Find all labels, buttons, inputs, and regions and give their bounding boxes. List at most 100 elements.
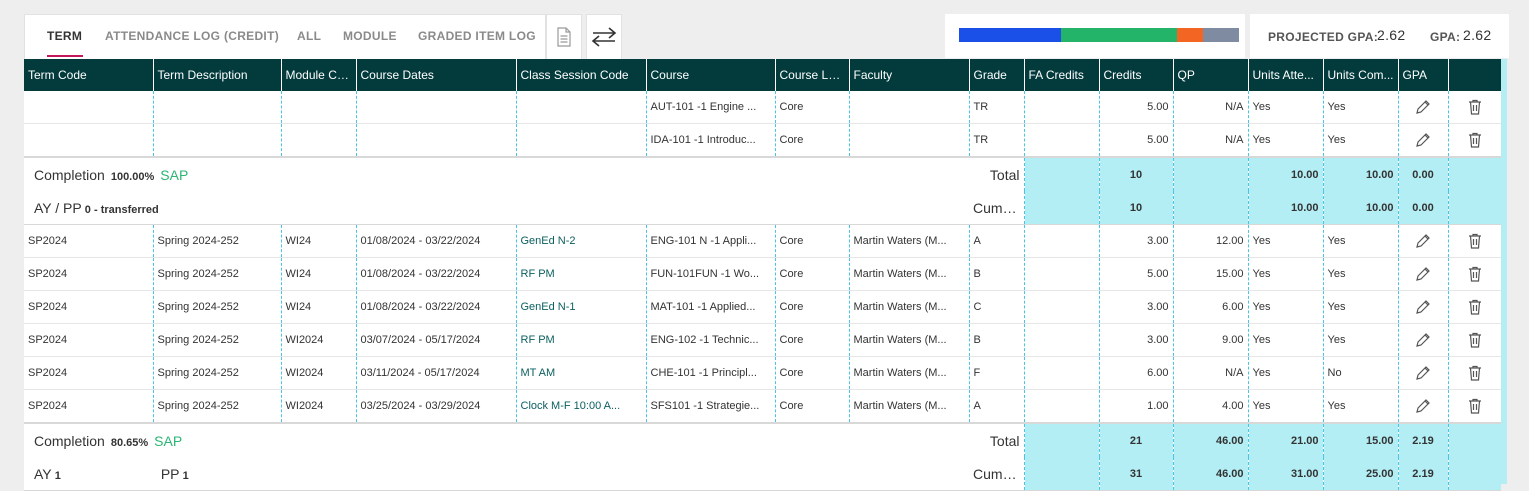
summary-info: AY 1 PP 1 xyxy=(24,457,969,491)
trash-icon xyxy=(1468,299,1481,315)
delete-button[interactable] xyxy=(1447,123,1501,158)
column-header[interactable]: QP xyxy=(1172,59,1248,91)
column-header[interactable]: FA Credits xyxy=(1023,59,1099,91)
delete-button[interactable] xyxy=(1447,290,1501,324)
pp-label: PP xyxy=(160,465,180,482)
cumulative-value: 10.00 xyxy=(1247,191,1323,225)
table-row[interactable]: SP2024 Spring 2024-252 WI2024 03/25/2024 - … xyxy=(24,389,1501,424)
table-cell: Spring 2024-252 xyxy=(152,290,281,324)
edit-button[interactable] xyxy=(1397,290,1448,324)
table-row[interactable]: AUT-101 -1 Engine ... Core TR 5.00 N/A Yes Yes xyxy=(24,91,1501,124)
column-header[interactable]: Units Atte... xyxy=(1247,59,1323,91)
table-row[interactable]: SP2024 Spring 2024-252 WI24 01/08/2024 - 03… xyxy=(24,257,1501,291)
table-cell: Spring 2024-252 xyxy=(152,257,281,291)
delete-button[interactable] xyxy=(1447,257,1501,291)
table-cell: B xyxy=(968,323,1024,357)
scroll-strip xyxy=(1501,59,1507,484)
table-cell: 5.00 xyxy=(1098,123,1173,158)
delete-button[interactable] xyxy=(1447,323,1501,357)
table-cell: FUN-101FUN -1 Wo... xyxy=(645,257,775,291)
completion-label: Completion xyxy=(34,432,105,449)
table-cell: Martin Waters (M... xyxy=(848,356,969,390)
cumulative-value: 10.00 xyxy=(1322,191,1398,225)
tab-attendance-log[interactable]: ATTENDANCE LOG (CREDIT) xyxy=(105,29,279,43)
column-header[interactable]: Credits xyxy=(1098,59,1173,91)
total-value xyxy=(1447,156,1501,191)
tab-graded-item-log[interactable]: GRADED ITEM LOG xyxy=(418,29,536,43)
table-row[interactable]: IDA-101 -1 Introduc... Core TR 5.00 N/A Yes Ye… xyxy=(24,123,1501,158)
edit-button[interactable] xyxy=(1397,389,1448,424)
table-cell: Martin Waters (M... xyxy=(848,290,969,324)
total-value: 0.00 xyxy=(1397,156,1448,191)
table-cell xyxy=(152,91,281,124)
tab-term[interactable]: TERM xyxy=(47,29,83,43)
edit-button[interactable] xyxy=(1397,123,1448,158)
completion-label: Completion xyxy=(34,166,105,183)
tab-module[interactable]: MODULE xyxy=(343,29,397,43)
gpa-panel: PROJECTED GPA: 2.62 GPA: 2.62 xyxy=(1250,14,1509,58)
column-header[interactable]: Faculty xyxy=(848,59,969,91)
column-header[interactable]: Module Co... xyxy=(280,59,356,91)
delete-button[interactable] xyxy=(1447,356,1501,390)
trash-icon xyxy=(1468,132,1481,148)
table-cell: RF PM xyxy=(515,257,646,291)
delete-button[interactable] xyxy=(1447,389,1501,424)
table-row[interactable]: SP2024 Spring 2024-252 WI24 01/08/2024 - 03… xyxy=(24,224,1501,258)
cumulative-value xyxy=(1172,191,1248,225)
table-cell: Yes xyxy=(1247,257,1323,291)
total-value: 46.00 xyxy=(1172,422,1248,457)
table-cell: ENG-101 N -1 Appli... xyxy=(645,224,775,258)
table-cell xyxy=(280,91,356,124)
table-row[interactable]: SP2024 Spring 2024-252 WI2024 03/11/2024 - … xyxy=(24,356,1501,390)
column-header[interactable]: Class Session Code xyxy=(515,59,646,91)
table-cell: F xyxy=(968,356,1024,390)
table-cell: C xyxy=(968,290,1024,324)
table-cell xyxy=(1023,257,1099,291)
table-cell: N/A xyxy=(1172,91,1248,124)
progress-segment xyxy=(1202,28,1239,42)
delete-button[interactable] xyxy=(1447,91,1501,124)
table-cell: TR xyxy=(968,91,1024,124)
table-cell: 12.00 xyxy=(1172,224,1248,258)
document-button[interactable] xyxy=(546,14,582,60)
edit-button[interactable] xyxy=(1397,91,1448,124)
term-grid: Term Code Term Description Module Co... Cou… xyxy=(24,59,1501,491)
table-cell: Martin Waters (M... xyxy=(848,389,969,424)
table-cell xyxy=(1023,91,1099,124)
column-header[interactable]: Term Code xyxy=(24,59,153,91)
edit-button[interactable] xyxy=(1397,224,1448,258)
table-cell: AUT-101 -1 Engine ... xyxy=(645,91,775,124)
edit-button[interactable] xyxy=(1397,257,1448,291)
column-header[interactable]: Grade xyxy=(968,59,1024,91)
table-cell: A xyxy=(968,389,1024,424)
edit-button[interactable] xyxy=(1397,323,1448,357)
column-header[interactable]: GPA xyxy=(1397,59,1448,91)
column-header[interactable]: Term Description xyxy=(152,59,281,91)
cumulative-value: 46.00 xyxy=(1172,457,1248,491)
table-cell: 03/25/2024 - 03/29/2024 xyxy=(355,389,516,424)
column-header[interactable]: Units Com... xyxy=(1322,59,1398,91)
credit-progress-bar xyxy=(959,28,1239,42)
total-summary-row: Completion 100.00% SAP Total 10 10.00 10.00 0.0… xyxy=(24,156,1501,191)
table-cell xyxy=(1023,323,1099,357)
tab-all[interactable]: ALL xyxy=(297,29,322,43)
column-header[interactable] xyxy=(1447,59,1501,91)
table-cell: Martin Waters (M... xyxy=(848,224,969,258)
cumulative-value xyxy=(1023,191,1099,225)
edit-button[interactable] xyxy=(1397,356,1448,390)
table-cell: WI24 xyxy=(280,224,356,258)
delete-button[interactable] xyxy=(1447,224,1501,258)
table-cell: Martin Waters (M... xyxy=(848,323,969,357)
column-header[interactable]: Course xyxy=(645,59,775,91)
table-cell xyxy=(24,91,153,124)
cumulative-value xyxy=(1023,457,1099,491)
table-cell: SP2024 xyxy=(24,323,153,357)
column-header[interactable]: Course Dates xyxy=(355,59,516,91)
cumulative-summary-row: AY / PP 0 - transferredCumulative1010.00… xyxy=(24,191,1501,225)
swap-button[interactable] xyxy=(586,14,622,60)
column-header[interactable]: Course Le... xyxy=(774,59,849,91)
table-row[interactable]: SP2024 Spring 2024-252 WI24 01/08/2024 - 03… xyxy=(24,290,1501,324)
table-cell: ENG-102 -1 Technic... xyxy=(645,323,775,357)
table-row[interactable]: SP2024 Spring 2024-252 WI2024 03/07/2024 - … xyxy=(24,323,1501,357)
table-cell: WI2024 xyxy=(280,356,356,390)
